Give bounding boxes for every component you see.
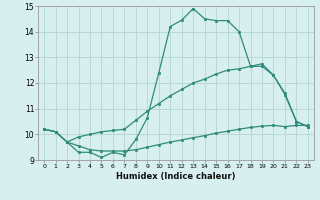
- X-axis label: Humidex (Indice chaleur): Humidex (Indice chaleur): [116, 172, 236, 181]
